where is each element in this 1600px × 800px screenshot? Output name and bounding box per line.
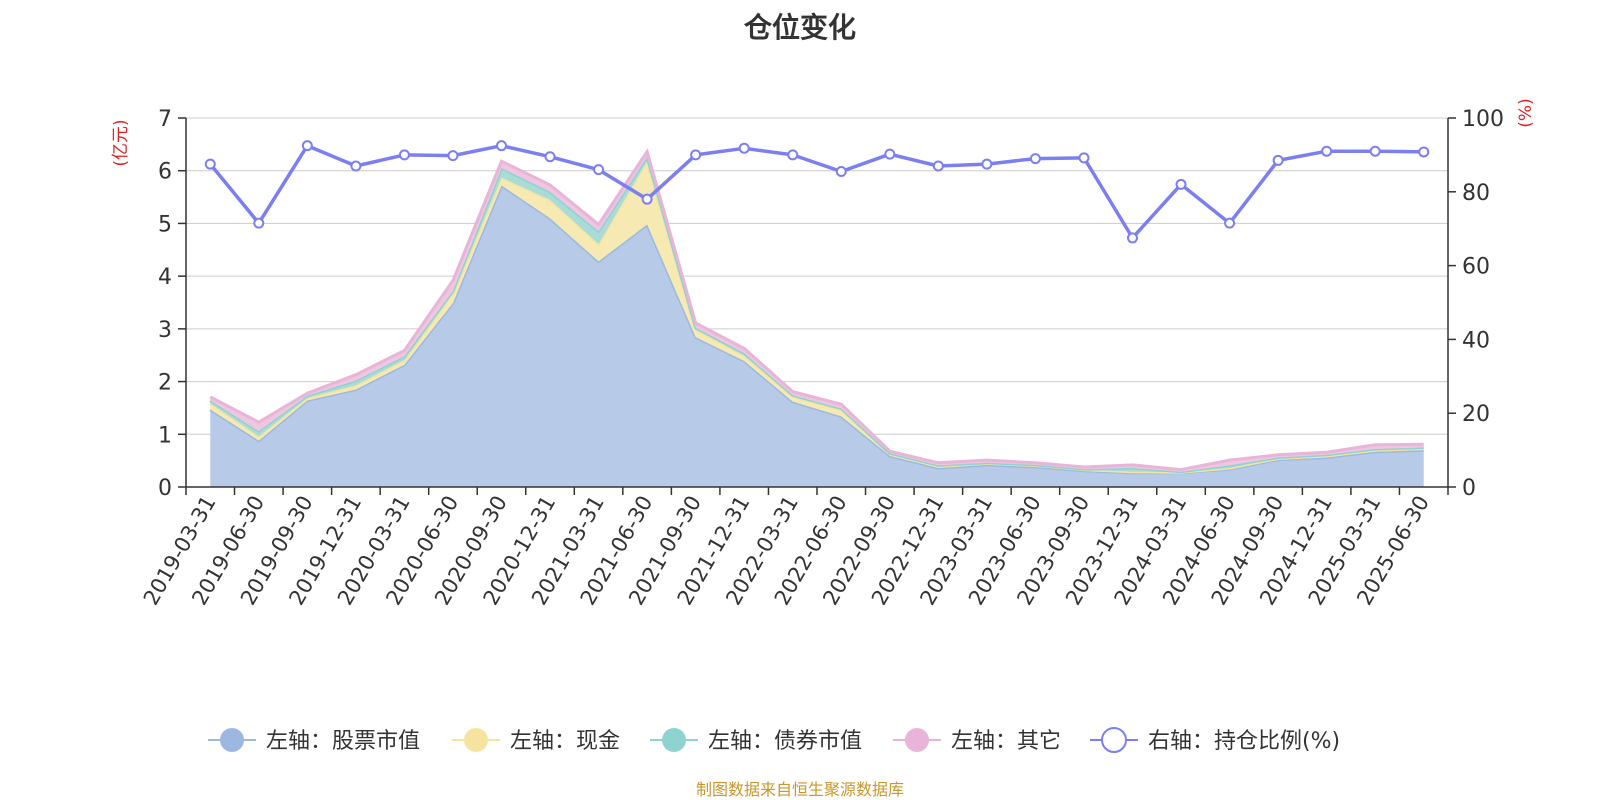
ratio-point [787, 149, 799, 161]
ratio-point [253, 217, 265, 229]
ratio-point [932, 160, 944, 172]
y-right-tick-label: 20 [1462, 402, 1490, 427]
y-right-tick-label: 60 [1462, 255, 1490, 280]
y-left-axis-title: (亿元) [111, 119, 131, 166]
stacked-areas [209, 148, 1424, 487]
ratio-point [981, 158, 993, 170]
ratio-point [350, 160, 362, 172]
ratio-point [1224, 217, 1236, 229]
ratio-point [301, 140, 313, 152]
y-left-tick-label: 2 [158, 371, 172, 396]
legend-item: 左轴：股票市值 [208, 728, 420, 754]
ratio-line [204, 140, 1430, 244]
legend-label: 左轴：其它 [951, 729, 1061, 754]
y-left-tick-label: 7 [158, 107, 172, 132]
ratio-point [1321, 145, 1333, 157]
ratio-point [1175, 178, 1187, 190]
y-left-tick-label: 5 [158, 212, 172, 237]
ratio-point [835, 166, 847, 178]
legend-label: 左轴：债券市值 [708, 729, 862, 754]
ratio-point [593, 164, 605, 176]
ratio-point [1029, 153, 1041, 165]
legend-item: 左轴：债券市值 [650, 728, 862, 754]
legend-marker [464, 728, 488, 752]
axis-labels: 012345670204060801002019-03-312019-06-30… [111, 98, 1536, 609]
source-note: 制图数据来自恒生聚源数据库 [695, 780, 904, 799]
area-edge-e8b4d8 [209, 148, 1424, 472]
ratio-point [496, 140, 507, 152]
axes [178, 117, 1456, 495]
legend-item: 左轴：现金 [452, 728, 620, 754]
ratio-point [1418, 146, 1430, 158]
ratio-point [1127, 232, 1138, 244]
y-left-tick-label: 1 [158, 423, 172, 448]
ratio-point [544, 151, 556, 163]
ratio-point [738, 142, 750, 154]
legend-label: 左轴：现金 [510, 729, 620, 754]
legend-marker [220, 728, 244, 752]
ratio-point [398, 149, 410, 161]
legend-item: 右轴：持仓比例(%) [1090, 727, 1340, 754]
ratio-point [447, 150, 459, 162]
y-left-tick-label: 6 [158, 160, 172, 185]
chart-title: 仓位变化 [743, 11, 856, 44]
y-right-tick-label: 80 [1462, 181, 1490, 206]
ratio-point [1078, 152, 1090, 164]
ratio-point [690, 149, 702, 161]
area-9db8e0 [210, 185, 1424, 487]
ratio-point [1369, 145, 1381, 157]
legend-label: 左轴：股票市值 [266, 729, 420, 754]
legend-item: 左轴：其它 [893, 728, 1061, 754]
ratio-point [1272, 154, 1284, 166]
y-right-tick-label: 40 [1462, 328, 1490, 353]
y-left-tick-label: 4 [158, 265, 172, 290]
y-right-tick-label: 0 [1462, 476, 1476, 501]
legend-label: 右轴：持仓比例(%) [1148, 729, 1340, 754]
ratio-point [204, 158, 216, 170]
y-left-tick-label: 3 [158, 318, 172, 343]
y-left-tick-label: 0 [158, 476, 172, 501]
legend-marker [662, 728, 686, 752]
y-right-tick-label: 100 [1462, 107, 1504, 132]
ratio-point [641, 193, 653, 205]
legend-marker [1101, 727, 1127, 753]
legend: 左轴：股票市值 左轴：现金 左轴：债券市值 左轴：其它 右轴：持仓比例(%) [208, 727, 1340, 754]
ratio-point [884, 148, 896, 160]
y-right-axis-title: (%) [1516, 98, 1536, 127]
ratio-line-path [208, 143, 1424, 240]
legend-marker [905, 728, 929, 752]
